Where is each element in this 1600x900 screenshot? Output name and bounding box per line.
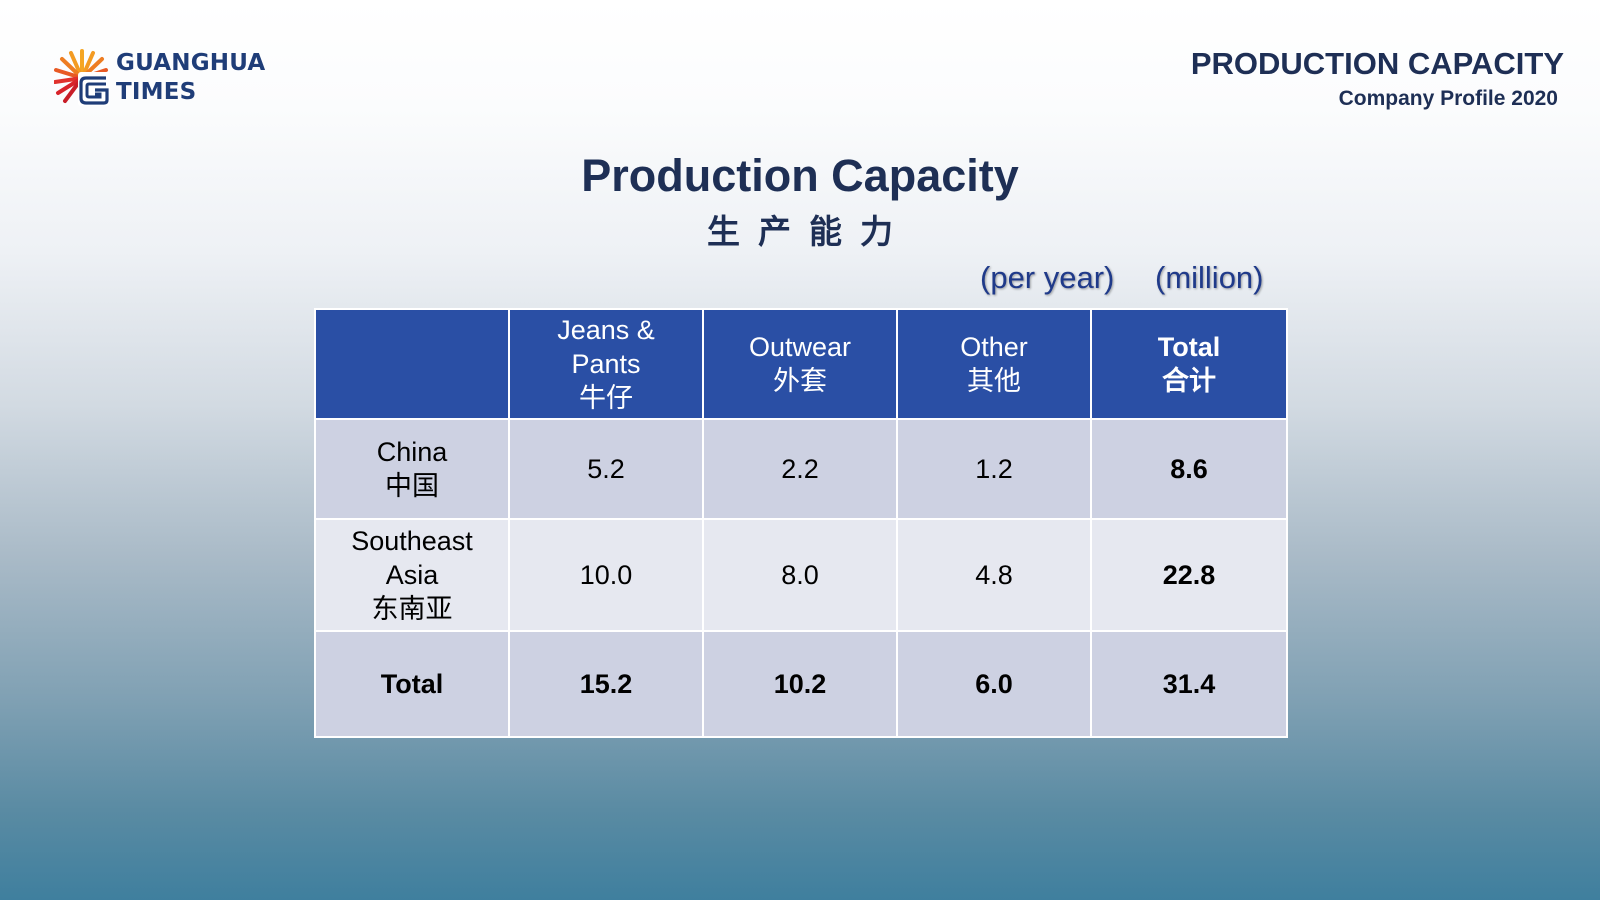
table-cell: 2.2 xyxy=(702,418,898,520)
column-header-line: Outwear xyxy=(748,332,852,362)
row-label-line: China xyxy=(376,437,448,467)
column-header-empty xyxy=(314,308,510,420)
row-label-line: 东南亚 xyxy=(371,594,453,624)
column-header-line: 其他 xyxy=(967,366,1021,396)
row-label-line: 中国 xyxy=(385,471,439,501)
table-cell-total: 15.2 xyxy=(508,630,704,738)
row-label-southeast-asia: Southeast Asia 东南亚 xyxy=(314,518,510,632)
logo-line-1: GUANGHUA xyxy=(116,50,266,76)
column-header-jeans-pants: Jeans & Pants 牛仔 xyxy=(508,308,704,420)
column-header-total: Total 合计 xyxy=(1090,308,1288,420)
column-header-other: Other 其他 xyxy=(896,308,1092,420)
unit-million-note: (million) xyxy=(1155,260,1264,295)
table-cell-total: 10.2 xyxy=(702,630,898,738)
row-label-line: Asia xyxy=(385,560,439,590)
page-title: Production Capacity xyxy=(581,150,1019,201)
column-header-line: 牛仔 xyxy=(579,383,633,413)
table-row-china: China 中国 5.2 2.2 1.2 8.6 xyxy=(314,418,1288,520)
logo-line-2: TIMES xyxy=(116,79,197,105)
column-header-line: Other xyxy=(960,332,1028,362)
table-cell: 5.2 xyxy=(508,418,704,520)
table-cell-total: 22.8 xyxy=(1090,518,1288,632)
column-header-outwear: Outwear 外套 xyxy=(702,308,898,420)
table-cell-total: 31.4 xyxy=(1090,630,1288,738)
table-cell-total: 6.0 xyxy=(896,630,1092,738)
table-cell-total: 8.6 xyxy=(1090,418,1288,520)
table-row-southeast-asia: Southeast Asia 东南亚 10.0 8.0 4.8 22.8 xyxy=(314,518,1288,632)
column-header-line: 外套 xyxy=(773,366,827,396)
page-subtitle-chinese: 生产能力 xyxy=(707,213,911,250)
table-cell: 10.0 xyxy=(508,518,704,632)
row-label-china: China 中国 xyxy=(314,418,510,520)
logo-wordmark: GUANGHUA TIMES xyxy=(116,49,265,107)
row-label-line: Southeast xyxy=(351,526,473,556)
column-header-line: Jeans & xyxy=(557,315,655,345)
row-label-total: Total xyxy=(314,630,510,738)
header-title: PRODUCTION CAPACITY xyxy=(1190,46,1564,81)
table-cell: 8.0 xyxy=(702,518,898,632)
table-cell: 1.2 xyxy=(896,418,1092,520)
table-cell: 4.8 xyxy=(896,518,1092,632)
table-header-row: Jeans & Pants 牛仔 Outwear 外套 Other 其他 Tot… xyxy=(314,308,1288,420)
column-header-line: 合计 xyxy=(1162,366,1216,396)
column-header-line: Total xyxy=(1157,332,1221,362)
company-logo: GUANGHUA TIMES xyxy=(54,48,284,110)
production-capacity-table: Jeans & Pants 牛仔 Outwear 外套 Other 其他 Tot… xyxy=(314,308,1288,738)
header-subtitle: Company Profile 2020 xyxy=(1338,87,1558,110)
table-row-total: Total 15.2 10.2 6.0 31.4 xyxy=(314,630,1288,738)
unit-per-year-note: (per year) xyxy=(980,260,1115,295)
column-header-line: Pants xyxy=(571,349,641,379)
sunburst-g-logo-icon xyxy=(54,49,110,106)
